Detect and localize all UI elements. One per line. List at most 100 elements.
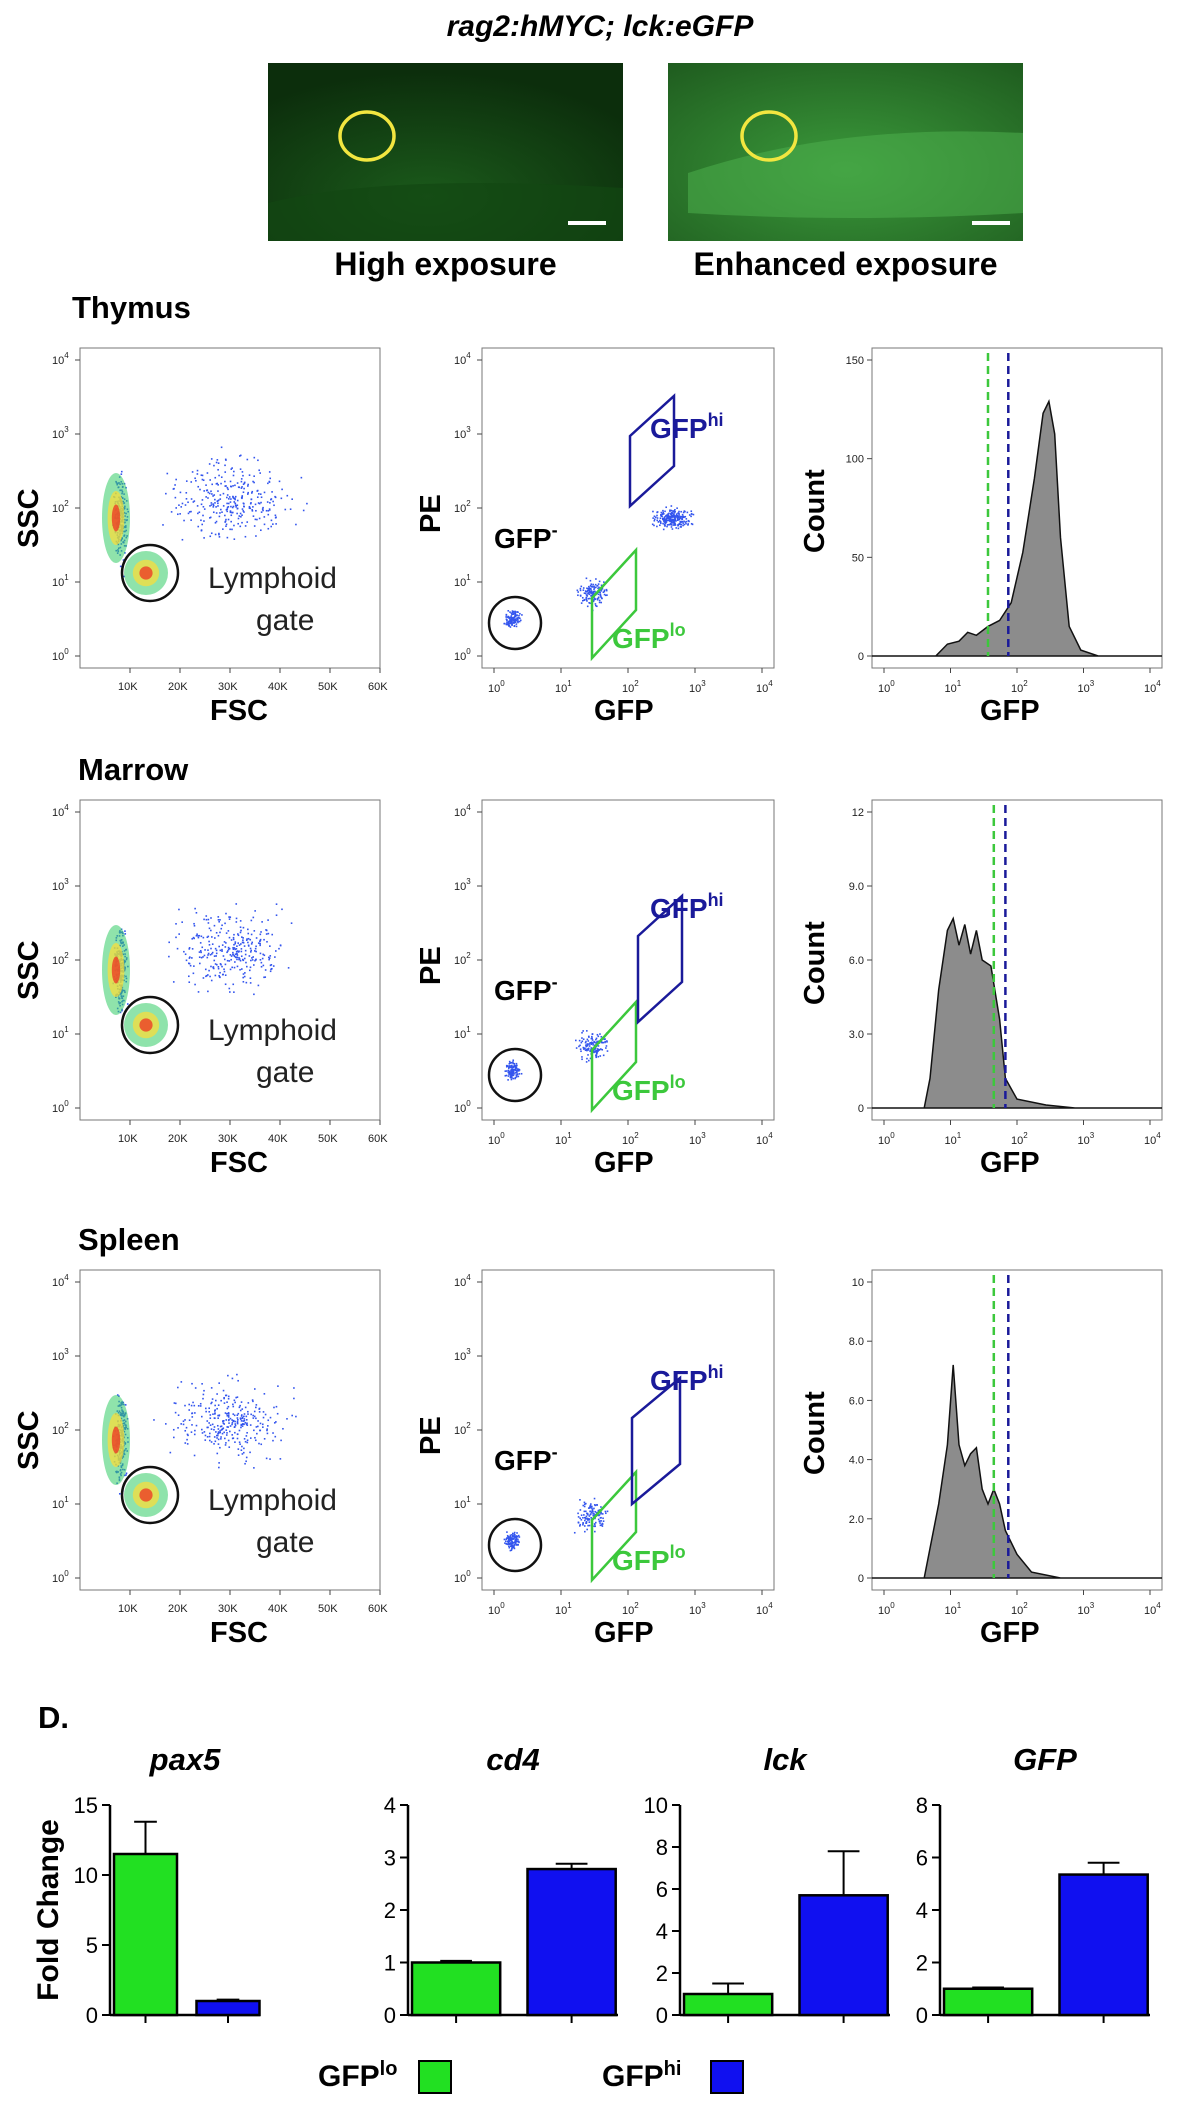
- row-spleen-gfp-pe-dot: [596, 1504, 598, 1506]
- row-marrow-hist-ytick-label: 3.0: [849, 1029, 864, 1041]
- row-thymus-gfp-pe-dot: [585, 597, 588, 599]
- row-thymus-ssc-ytick-exp: 2: [64, 499, 69, 508]
- row-spleen-fsc-ssc-dot: [232, 1405, 235, 1408]
- row-marrow-fsc-ssc-dot: [203, 954, 206, 957]
- row-spleen-gfp-pe-dot: [516, 1532, 518, 1534]
- row-spleen-fsc-ssc-dot: [206, 1420, 209, 1422]
- row-marrow-gfp-pe-dot: [513, 1062, 516, 1065]
- row-thymus-gfp-pe-dot: [514, 613, 517, 615]
- row-spleen-fsc-ssc-dot: [177, 1427, 179, 1429]
- row-marrow-gfp-pe-dot: [597, 1048, 599, 1051]
- row-spleen-fsc-ssc-dot: [217, 1431, 220, 1433]
- row-spleen-fsc-ssc-dot: [216, 1393, 218, 1395]
- row-spleen-gfp-xtick-exp: 3: [701, 1601, 706, 1610]
- row-thymus-gfp-xtick-label: 103: [689, 679, 706, 695]
- row-thymus-fsc-ssc-dot: [233, 501, 236, 503]
- row-thymus-gfp-pe-dot: [584, 592, 587, 595]
- row-spleen-fsc-ssc-dot: [266, 1428, 268, 1430]
- row-marrow-fsc-ssc-dot: [222, 955, 225, 957]
- row-thymus-gfp-pe-dot: [521, 614, 523, 616]
- row-spleen-fsc-ssc-dot: [222, 1422, 225, 1425]
- row-spleen-gate-label: gate: [256, 1526, 314, 1559]
- row-marrow-fsc-ssc-dot: [259, 942, 261, 945]
- row-marrow-fsc-ssc-dot: [206, 956, 209, 959]
- row-spleen-gfp-pe-dot: [507, 1540, 510, 1543]
- row-marrow-fsc-ssc-dot: [249, 977, 252, 979]
- row-marrow-fsc-ssc-dot: [184, 953, 187, 956]
- row-spleen-gfp-pe-dot: [513, 1544, 515, 1546]
- row-marrow-fsc-ssc-dot: [244, 953, 247, 956]
- row-thymus-gfp-pe-dot: [665, 518, 668, 521]
- row-spleen-fsc-ssc-dot: [233, 1414, 236, 1417]
- row-spleen-fsc-ssc-dot: [273, 1422, 276, 1424]
- row-marrow-fsc-tick-label: 30K: [218, 1133, 238, 1145]
- row-thymus-gfp-axis-label: GFP: [594, 695, 654, 727]
- row-spleen-gfp-pe-dot: [504, 1540, 507, 1543]
- row-marrow-gfp-pe-dot: [514, 1066, 517, 1069]
- row-thymus-gfp-pe-dot: [679, 521, 682, 523]
- row-thymus-fsc-ssc-dot: [197, 525, 200, 528]
- row-spleen-fsc-ssc-dot: [262, 1416, 265, 1419]
- row-spleen-fsc-ssc-dot: [254, 1436, 256, 1439]
- row-thymus-hist-xtick-label: 100: [878, 679, 895, 695]
- row-marrow-gfp-pe-dot: [584, 1049, 587, 1052]
- row-thymus-gfp-pe-dot: [656, 525, 658, 528]
- row-thymus-fsc-ssc-dot: [233, 524, 235, 527]
- row-spleen-fsc-ssc-dot: [242, 1451, 245, 1454]
- row-thymus-gfp-pe-dot: [663, 517, 666, 519]
- row-thymus-gfp-pe-dot: [657, 521, 660, 523]
- row-spleen-fsc-ssc-dot: [262, 1411, 265, 1413]
- row-thymus-gfp-pe-dot: [665, 514, 668, 516]
- row-spleen-gfp-pe-dot: [601, 1525, 604, 1527]
- bar-chart-cd4-ytick-label: 0: [384, 2003, 396, 2028]
- row-spleen-fsc-ssc-dot: [244, 1462, 246, 1465]
- row-spleen-fsc-ssc-dot: [239, 1409, 242, 1412]
- row-marrow-fsc-ssc-dot: [210, 979, 213, 982]
- row-thymus-fsc-ssc-dot: [244, 525, 247, 527]
- row-spleen-gfp-pe-dot: [515, 1544, 518, 1546]
- row-spleen-gfp-pe-dot: [600, 1520, 602, 1522]
- row-marrow-fsc-ssc-dot: [247, 941, 249, 944]
- row-thymus-gfp-pe-dot: [594, 590, 596, 593]
- row-spleen-lymphoid-gate: [120, 1465, 180, 1525]
- row-thymus-gfp-pe-dot: [656, 517, 659, 519]
- row-thymus-fsc-ssc-dot: [219, 498, 222, 500]
- row-thymus-gfp-pe-dot: [656, 514, 658, 517]
- row-marrow-fsc-ssc-dot: [275, 903, 278, 905]
- row-thymus-gfp-pe-dot: [671, 528, 674, 530]
- row-marrow-gfp-pe-dot: [586, 1043, 589, 1045]
- row-thymus-fsc-ssc-dot: [258, 469, 261, 472]
- row-spleen-fsc-ssc-dot: [227, 1395, 230, 1398]
- row-marrow-fsc-ssc-dot: [235, 921, 238, 923]
- row-marrow-fsc-ssc-dot: [252, 956, 254, 958]
- row-spleen-gfp-pe-dot: [591, 1507, 593, 1510]
- row-spleen-hist-xtick-label: 100: [878, 1601, 895, 1617]
- row-marrow-ssc-ytick-exp: 0: [64, 1099, 69, 1108]
- row-marrow-gfp-neg-label: GFP-: [494, 972, 558, 1006]
- row-thymus-gfp-pe-dot: [673, 514, 676, 517]
- row-marrow-fsc-ssc-dot: [253, 993, 255, 996]
- row-spleen-fsc-ssc-dot: [190, 1431, 193, 1433]
- row-marrow-hist-xtick-label: 103: [1078, 1131, 1095, 1147]
- row-marrow-fsc-ssc-dot: [265, 929, 267, 931]
- row-spleen-hist-ytick-label: 2.0: [849, 1514, 864, 1526]
- row-thymus-fsc-ssc-dot: [212, 504, 215, 507]
- row-spleen-fsc-ssc-dot: [291, 1414, 293, 1417]
- row-thymus-gfp-pe-dot: [515, 623, 518, 625]
- row-spleen-fsc-tick-label: 30K: [218, 1603, 238, 1615]
- row-thymus-fsc-ssc-dot: [181, 538, 184, 541]
- bar-chart-pax5-ytick-label: 0: [86, 2003, 98, 2028]
- row-thymus-fsc-ssc-dot: [267, 527, 270, 530]
- row-spleen-fsc-ssc-dot: [217, 1417, 219, 1419]
- row-thymus-fsc-ssc-dot: [226, 496, 228, 499]
- row-spleen-fsc-ssc-dot: [191, 1382, 193, 1385]
- row-spleen-gfp-pe-dot: [515, 1540, 517, 1543]
- row-marrow-gfp-pe-dot: [579, 1044, 581, 1047]
- row-thymus-fsc-ssc-dot: [224, 514, 226, 517]
- row-spleen-gfp-pe-dot: [517, 1543, 519, 1546]
- row-spleen-gfp-pe-dot: [510, 1540, 513, 1542]
- row-thymus-gfp-pe-dot: [586, 605, 589, 608]
- row-thymus-gfp-pe-dot: [599, 595, 602, 597]
- row-thymus-gfp-pe-dot: [678, 523, 680, 525]
- row-marrow-fsc-ssc-dot: [254, 910, 256, 912]
